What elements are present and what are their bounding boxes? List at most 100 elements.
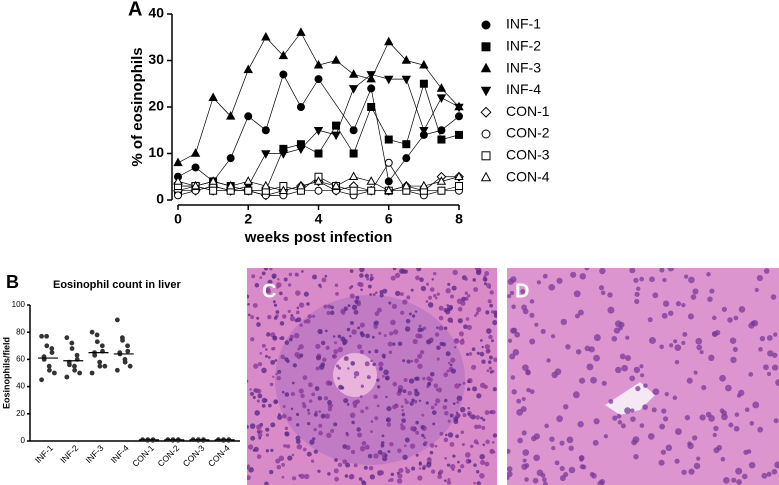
- nucleus: [486, 328, 492, 334]
- nucleus: [281, 314, 287, 319]
- nucleus: [248, 467, 254, 473]
- nucleus: [758, 347, 763, 352]
- nucleus: [313, 412, 318, 417]
- nucleus: [607, 306, 615, 314]
- nucleus: [443, 372, 449, 378]
- nucleus: [284, 357, 289, 362]
- nucleus: [409, 443, 416, 449]
- nucleus: [449, 442, 455, 447]
- nucleus: [332, 354, 337, 359]
- nucleus: [665, 444, 673, 452]
- nucleus: [428, 295, 433, 300]
- nucleus: [247, 313, 251, 317]
- nucleus: [284, 426, 289, 431]
- nucleus: [468, 459, 472, 463]
- nucleus: [600, 290, 606, 296]
- marker: [278, 50, 289, 60]
- nucleus: [636, 286, 641, 291]
- nucleus: [265, 427, 270, 432]
- nucleus: [385, 395, 388, 399]
- dot: [102, 363, 108, 369]
- nucleus: [294, 351, 300, 358]
- nucleus: [482, 418, 486, 422]
- nucleus: [420, 285, 427, 292]
- cells: [507, 268, 779, 485]
- nucleus: [509, 353, 516, 360]
- nucleus: [424, 440, 428, 445]
- nucleus: [601, 380, 607, 386]
- nucleus: [254, 388, 260, 393]
- marker: [173, 176, 183, 185]
- nucleus: [256, 399, 260, 403]
- x-tick-label: INF-1: [33, 443, 55, 465]
- nucleus: [488, 334, 493, 340]
- nucleus: [439, 341, 444, 346]
- nucleus: [358, 477, 363, 481]
- nucleus: [620, 423, 626, 429]
- nucleus: [359, 322, 365, 328]
- marker: [313, 126, 324, 136]
- nucleus: [369, 474, 375, 480]
- nucleus: [550, 334, 556, 339]
- nucleus: [390, 472, 395, 477]
- nucleus: [365, 406, 369, 410]
- nucleus: [296, 306, 300, 310]
- nucleus: [270, 448, 274, 452]
- nucleus: [327, 400, 332, 405]
- nucleus: [457, 468, 462, 473]
- nucleus: [277, 369, 282, 374]
- series-line: [177, 73, 460, 183]
- nucleus: [345, 431, 349, 435]
- x-tick-label: 8: [455, 211, 463, 227]
- nucleus: [574, 313, 580, 319]
- legend-label: INF-1: [506, 16, 541, 32]
- nucleus: [294, 318, 299, 323]
- nucleus: [364, 444, 370, 450]
- nucleus: [278, 413, 281, 416]
- nucleus: [299, 473, 305, 479]
- nucleus: [374, 320, 379, 326]
- nucleus: [471, 347, 476, 351]
- nucleus: [360, 332, 366, 338]
- nucleus: [408, 312, 412, 316]
- nucleus: [263, 268, 269, 271]
- nucleus: [382, 456, 388, 462]
- nucleus: [728, 422, 734, 428]
- nucleus: [414, 310, 418, 313]
- nucleus: [345, 462, 351, 468]
- nucleus: [611, 335, 618, 342]
- nucleus: [688, 276, 695, 284]
- nucleus: [529, 299, 535, 304]
- nucleus: [360, 409, 365, 414]
- legend-label: CON-1: [506, 103, 550, 119]
- nucleus: [474, 424, 479, 430]
- nucleus: [259, 276, 263, 279]
- dot: [114, 367, 120, 373]
- nucleus: [398, 467, 404, 474]
- nucleus: [322, 357, 327, 362]
- nucleus: [254, 410, 260, 416]
- nucleus: [451, 285, 457, 291]
- nucleus: [415, 420, 419, 425]
- dot: [77, 370, 83, 376]
- nucleus: [461, 338, 465, 342]
- nucleus: [490, 310, 495, 314]
- legend-marker: [481, 151, 491, 161]
- nucleus: [296, 273, 299, 277]
- nucleus: [276, 464, 282, 470]
- nucleus: [303, 291, 309, 297]
- nucleus: [399, 268, 405, 274]
- nucleus: [509, 290, 515, 296]
- nucleus: [757, 426, 764, 433]
- nucleus: [288, 272, 293, 277]
- nucleus: [548, 283, 556, 291]
- nucleus: [267, 356, 271, 359]
- nucleus: [659, 344, 664, 350]
- nucleus: [579, 455, 585, 461]
- nucleus: [282, 404, 286, 408]
- nucleus: [759, 335, 766, 342]
- nucleus: [330, 310, 335, 315]
- nucleus: [607, 292, 613, 298]
- x-tick-label: CON-1: [130, 443, 156, 469]
- marker: [190, 148, 201, 157]
